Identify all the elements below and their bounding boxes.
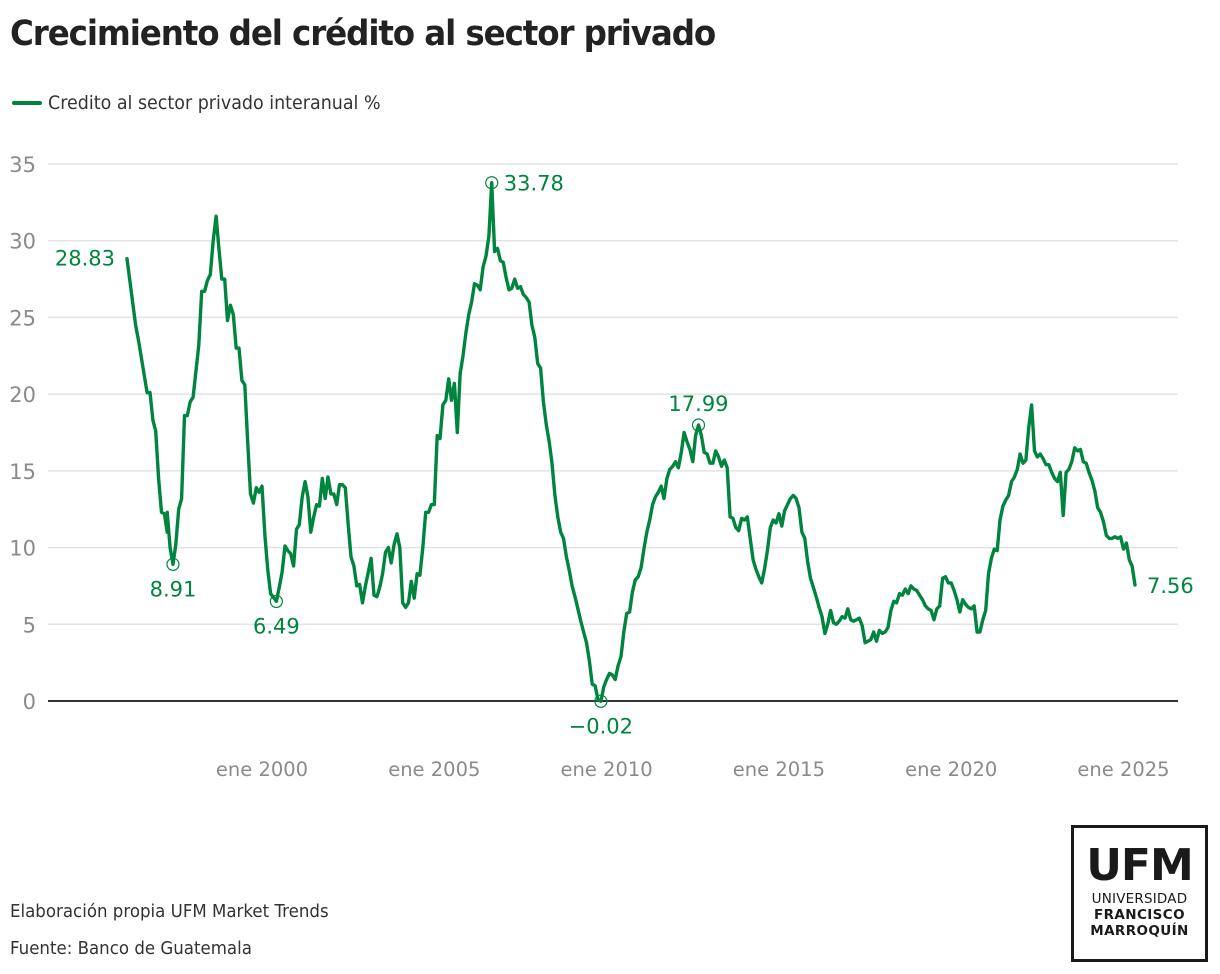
logo-line-2: FRANCISCO: [1093, 907, 1185, 923]
x-axis-ticks: ene 2000 ene 2005 ene 2010 ene 2015 ene 2020…: [216, 758, 1170, 781]
y-tick-label: 0: [23, 690, 36, 714]
x-tick-label: ene 2015: [733, 758, 825, 781]
annotation-marker: [269, 594, 283, 609]
x-tick-label: ene 2000: [216, 758, 308, 781]
x-tick-label: ene 2020: [905, 758, 997, 781]
series-line-credito: [125, 181, 1137, 703]
annotation-label: −0.02: [569, 714, 633, 738]
logo-line-1: UNIVERSIDAD: [1091, 891, 1188, 907]
annotation-label: 6.49: [253, 614, 300, 638]
y-axis-ticks: 0 5 10 15 20 25 30 35: [9, 153, 36, 714]
x-tick-label: ene 2005: [388, 758, 480, 781]
x-tick-label: ene 2010: [561, 758, 653, 781]
footer-source: Fuente: Banco de Guatemala: [10, 939, 252, 959]
chart-title: Crecimiento del crédito al sector privad…: [10, 14, 716, 54]
annotation-label: 17.99: [668, 392, 728, 416]
annotation-marker: [166, 557, 180, 571]
annotation-label: 8.91: [150, 577, 197, 601]
x-tick-label: ene 2025: [1077, 758, 1169, 781]
y-tick-label: 30: [9, 230, 36, 254]
data-annotations: 28.83 8.91 6.49 33.78 −0.02 17.99 7.56: [55, 172, 1194, 739]
annotation-label: 28.83: [55, 247, 115, 271]
grid-lines: [48, 163, 1178, 626]
y-tick-label: 35: [9, 153, 36, 177]
y-tick-label: 5: [23, 613, 36, 637]
y-tick-label: 25: [9, 306, 36, 330]
legend-label: Credito al sector privado interanual %: [48, 92, 381, 114]
annotation-marker: [485, 176, 499, 190]
annotation-label: 7.56: [1147, 574, 1194, 598]
y-tick-label: 10: [9, 537, 36, 561]
y-tick-label: 20: [9, 383, 36, 407]
logo-abbreviation: UFM: [1086, 840, 1194, 891]
ufm-logo: UFM UNIVERSIDAD FRANCISCO MARROQUÍN: [1071, 825, 1208, 962]
y-tick-label: 15: [9, 460, 36, 484]
legend-swatch: [12, 101, 42, 105]
legend: Credito al sector privado interanual %: [12, 92, 410, 114]
footer-credit: Elaboración propia UFM Market Trends: [10, 902, 329, 922]
logo-line-3: MARROQUÍN: [1090, 923, 1189, 939]
annotation-marker: [691, 418, 706, 432]
annotation-label: 33.78: [504, 172, 564, 196]
annotation-marker: [594, 694, 608, 708]
